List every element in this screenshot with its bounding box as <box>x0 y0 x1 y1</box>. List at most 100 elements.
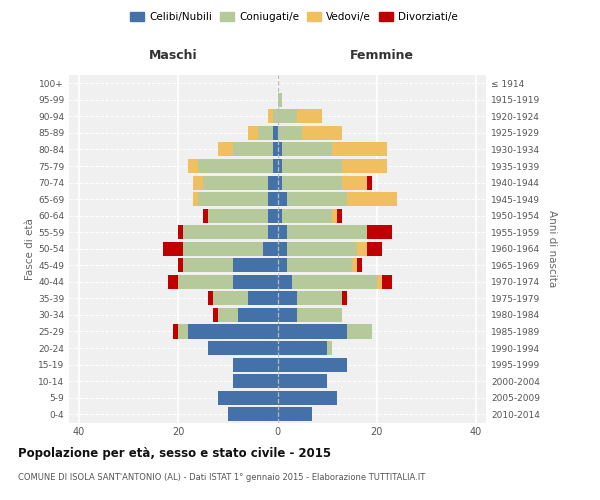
Legend: Celibi/Nubili, Coniugati/e, Vedovi/e, Divorziati/e: Celibi/Nubili, Coniugati/e, Vedovi/e, Di… <box>126 8 462 26</box>
Bar <box>183 258 233 272</box>
Bar <box>277 374 327 388</box>
Bar <box>178 324 188 338</box>
Bar <box>287 258 352 272</box>
Text: Popolazione per età, sesso e stato civile - 2015: Popolazione per età, sesso e stato civil… <box>18 448 331 460</box>
Bar <box>213 292 248 306</box>
Bar <box>283 159 342 173</box>
Bar <box>268 225 277 239</box>
Bar <box>342 159 387 173</box>
Bar <box>277 324 347 338</box>
Bar <box>337 208 342 222</box>
Bar <box>298 110 322 124</box>
Bar <box>277 341 327 355</box>
Bar <box>367 242 382 256</box>
Bar <box>263 242 277 256</box>
Bar <box>287 242 357 256</box>
Bar <box>233 275 277 289</box>
Bar <box>213 308 218 322</box>
Y-axis label: Anni di nascita: Anni di nascita <box>547 210 557 288</box>
Bar <box>377 275 382 289</box>
Bar <box>298 308 342 322</box>
Bar <box>272 142 277 156</box>
Bar <box>332 142 387 156</box>
Bar <box>178 275 233 289</box>
Bar <box>277 110 298 124</box>
Bar <box>233 374 277 388</box>
Bar <box>287 225 367 239</box>
Bar <box>228 407 277 422</box>
Bar <box>268 208 277 222</box>
Bar <box>208 341 277 355</box>
Bar <box>342 292 347 306</box>
Bar <box>367 225 392 239</box>
Bar <box>188 159 198 173</box>
Bar <box>208 208 268 222</box>
Bar <box>257 126 272 140</box>
Bar <box>277 258 287 272</box>
Bar <box>283 142 332 156</box>
Bar <box>357 258 362 272</box>
Bar <box>342 176 367 190</box>
Bar <box>283 208 332 222</box>
Bar <box>277 308 298 322</box>
Bar <box>203 176 268 190</box>
Bar <box>233 142 272 156</box>
Bar <box>277 407 312 422</box>
Bar <box>277 292 298 306</box>
Bar <box>347 324 372 338</box>
Bar <box>277 93 283 107</box>
Bar <box>272 110 277 124</box>
Bar <box>233 258 277 272</box>
Bar <box>283 176 342 190</box>
Bar <box>277 242 287 256</box>
Bar <box>208 292 213 306</box>
Bar <box>173 324 178 338</box>
Text: Femmine: Femmine <box>350 49 414 62</box>
Bar <box>287 192 347 206</box>
Bar <box>248 292 277 306</box>
Bar <box>238 308 277 322</box>
Bar <box>268 192 277 206</box>
Bar <box>302 126 342 140</box>
Bar <box>218 308 238 322</box>
Bar <box>277 225 287 239</box>
Bar <box>193 176 203 190</box>
Bar <box>367 176 372 190</box>
Bar <box>268 176 277 190</box>
Bar <box>277 176 283 190</box>
Bar <box>292 275 377 289</box>
Bar <box>198 192 268 206</box>
Bar <box>382 275 392 289</box>
Bar <box>218 142 233 156</box>
Bar <box>203 208 208 222</box>
Bar <box>198 159 272 173</box>
Bar <box>183 242 263 256</box>
Bar <box>218 390 277 404</box>
Text: Maschi: Maschi <box>149 49 197 62</box>
Bar <box>178 258 183 272</box>
Bar <box>163 242 183 256</box>
Bar <box>277 275 292 289</box>
Bar <box>357 242 367 256</box>
Bar <box>183 225 268 239</box>
Bar <box>188 324 277 338</box>
Bar <box>168 275 178 289</box>
Bar <box>277 390 337 404</box>
Bar <box>277 159 283 173</box>
Bar <box>332 208 337 222</box>
Bar <box>193 192 198 206</box>
Bar <box>327 341 332 355</box>
Y-axis label: Fasce di età: Fasce di età <box>25 218 35 280</box>
Bar <box>277 192 287 206</box>
Bar <box>178 225 183 239</box>
Bar <box>298 292 342 306</box>
Bar <box>277 142 283 156</box>
Bar <box>352 258 357 272</box>
Bar <box>272 126 277 140</box>
Bar <box>268 110 272 124</box>
Bar <box>248 126 257 140</box>
Bar <box>277 208 283 222</box>
Bar <box>347 192 397 206</box>
Bar <box>272 159 277 173</box>
Bar <box>233 358 277 372</box>
